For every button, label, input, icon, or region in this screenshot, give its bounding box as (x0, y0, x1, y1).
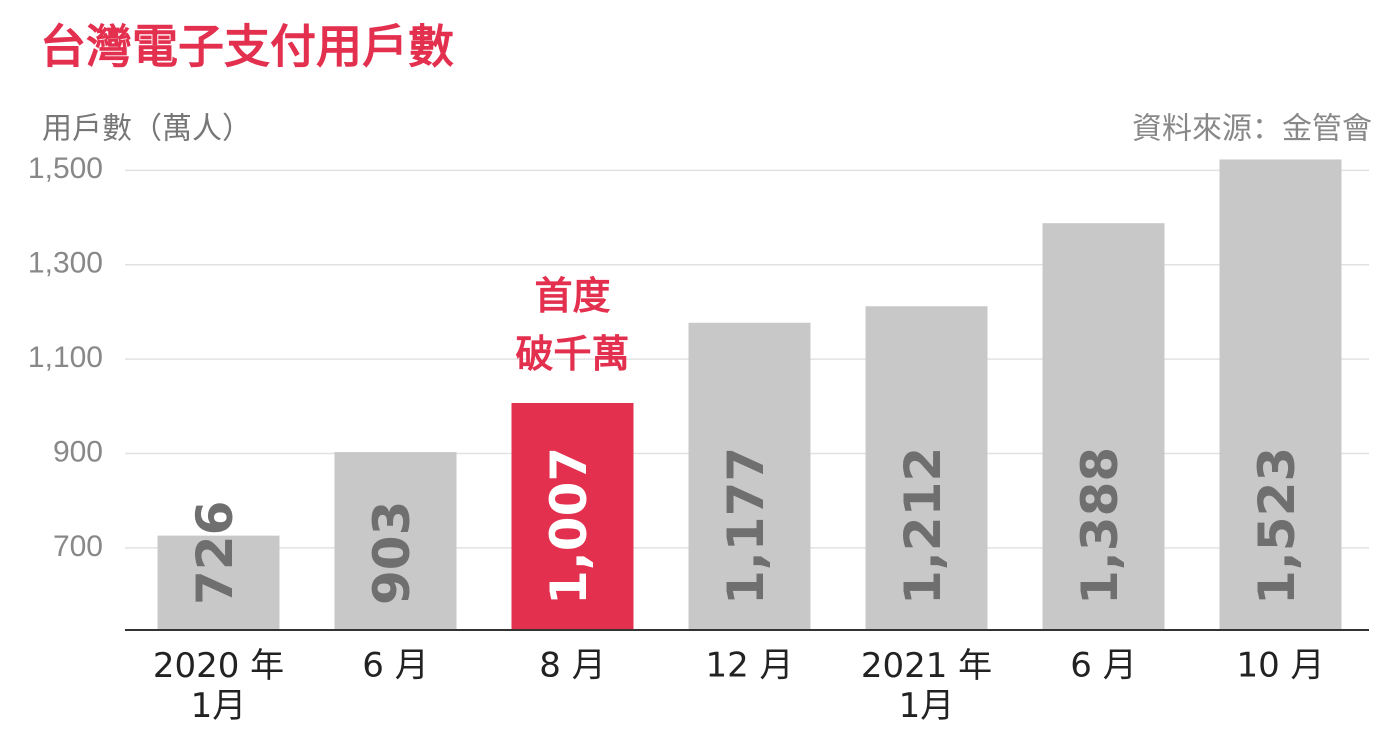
y-tick-label: 1,300 (28, 247, 103, 280)
source: 資料來源：金管會 (1132, 112, 1372, 147)
value-label: 1,212 (894, 447, 952, 605)
bar (157, 535, 280, 630)
chart-title: 台灣電子支付用戶數 (40, 20, 454, 74)
y-tick-label: 700 (53, 530, 103, 563)
y-tick-label: 1,500 (28, 152, 103, 185)
annotation: 首度破千萬 (515, 274, 629, 376)
x-tick-label: 8 月 (539, 646, 605, 686)
bar (1042, 223, 1165, 630)
x-tick-label: 6 月 (362, 646, 428, 686)
value-label: 726 (186, 501, 244, 605)
x-tick-label: 6 月 (1070, 646, 1136, 686)
y-tick-label: 1,100 (28, 341, 103, 374)
x-tick-label: 2021 年 1月 (861, 646, 992, 726)
value-label: 1,388 (1071, 447, 1129, 605)
bar (511, 402, 634, 630)
bar (688, 322, 811, 630)
y-axis-label: 用戶數（萬人） (42, 112, 252, 147)
x-tick-label: 12 月 (705, 646, 793, 686)
bar (865, 306, 988, 630)
bar (334, 452, 457, 630)
value-label: 1,007 (540, 447, 598, 605)
value-label: 1,177 (717, 447, 775, 605)
x-tick-label: 2020 年 1月 (153, 646, 284, 726)
bar (1219, 159, 1342, 630)
x-tick-label: 10 月 (1236, 646, 1324, 686)
value-label: 903 (363, 501, 421, 605)
value-label: 1,523 (1248, 447, 1306, 605)
y-tick-label: 900 (53, 435, 103, 468)
